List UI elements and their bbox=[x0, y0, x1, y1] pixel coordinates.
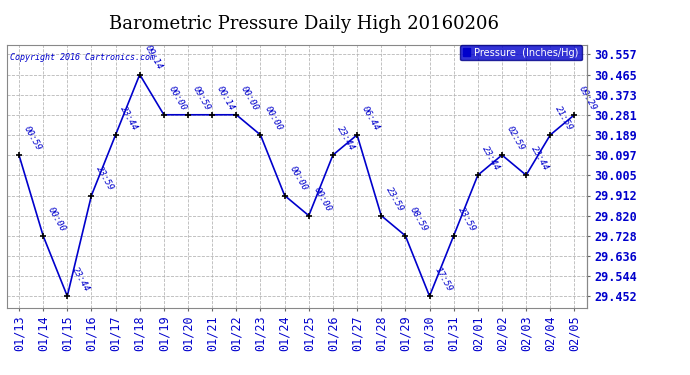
Text: 09:14: 09:14 bbox=[143, 44, 164, 72]
Text: 00:14: 00:14 bbox=[215, 84, 236, 112]
Text: 17:59: 17:59 bbox=[433, 266, 453, 293]
Text: 00:00: 00:00 bbox=[264, 104, 284, 132]
Text: 21:59: 21:59 bbox=[553, 104, 574, 132]
Text: 09:29: 09:29 bbox=[578, 84, 598, 112]
Text: 00:00: 00:00 bbox=[167, 84, 188, 112]
Text: 00:00: 00:00 bbox=[239, 84, 260, 112]
Text: 23:44: 23:44 bbox=[481, 145, 502, 172]
Text: 00:59: 00:59 bbox=[22, 124, 43, 152]
Text: 08:59: 08:59 bbox=[408, 205, 429, 233]
Text: 23:44: 23:44 bbox=[529, 145, 550, 172]
Text: 02:59: 02:59 bbox=[505, 124, 526, 152]
Text: 23:59: 23:59 bbox=[457, 205, 477, 233]
Text: 00:00: 00:00 bbox=[288, 165, 308, 193]
Text: 23:44: 23:44 bbox=[119, 104, 139, 132]
Text: 00:00: 00:00 bbox=[46, 205, 67, 233]
Text: 23:44: 23:44 bbox=[70, 266, 91, 293]
Text: Copyright 2016 Cartronics.com: Copyright 2016 Cartronics.com bbox=[10, 53, 155, 62]
Text: 09:59: 09:59 bbox=[191, 84, 212, 112]
Text: Barometric Pressure Daily High 20160206: Barometric Pressure Daily High 20160206 bbox=[108, 15, 499, 33]
Text: 06:44: 06:44 bbox=[360, 104, 381, 132]
Text: 23:59: 23:59 bbox=[95, 165, 115, 193]
Text: 00:00: 00:00 bbox=[312, 185, 333, 213]
Text: 23:59: 23:59 bbox=[384, 185, 405, 213]
Text: 23:44: 23:44 bbox=[336, 124, 357, 152]
Legend: Pressure  (Inches/Hg): Pressure (Inches/Hg) bbox=[460, 45, 582, 60]
